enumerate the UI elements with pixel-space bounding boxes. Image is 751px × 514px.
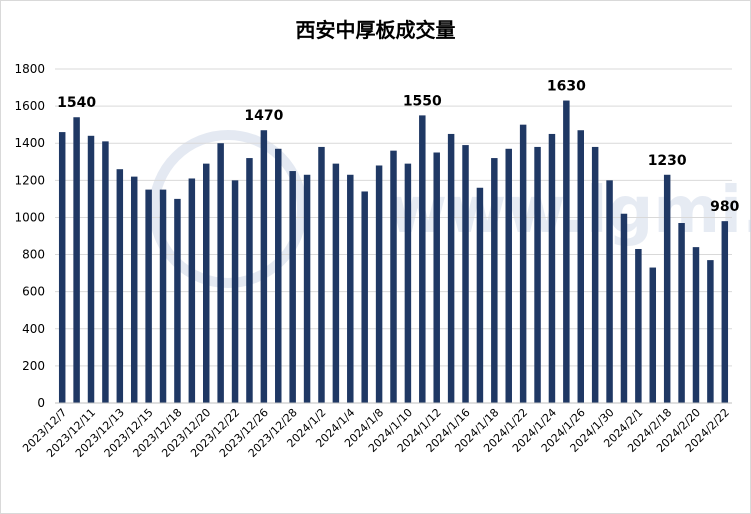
bar [58, 132, 66, 404]
bar [534, 146, 541, 403]
bar [145, 189, 152, 403]
y-tick-label: 600 [22, 285, 45, 299]
bar [289, 171, 296, 403]
bar [318, 146, 325, 403]
bar [87, 135, 95, 404]
y-tick-label: 1600 [14, 99, 45, 113]
bar [419, 115, 426, 403]
bar [130, 176, 138, 403]
watermark-logo-ring [149, 130, 307, 288]
y-tick-label: 200 [22, 359, 45, 373]
bar [505, 148, 512, 403]
bar [447, 133, 455, 403]
y-tick-label: 400 [22, 322, 45, 336]
x-axis-ticks: 2023/12/72023/12/112023/12/132023/12/152… [20, 406, 732, 460]
bar [361, 191, 368, 403]
data-label: 1550 [403, 93, 442, 109]
bar [116, 169, 124, 403]
bar [591, 146, 599, 403]
bar [707, 260, 714, 403]
bar [635, 248, 642, 403]
y-tick-label: 1400 [14, 136, 45, 150]
bar [462, 145, 469, 404]
y-tick-label: 1000 [14, 210, 45, 224]
bar [433, 152, 440, 403]
bar [519, 124, 527, 404]
bar [678, 223, 685, 403]
bar [332, 163, 340, 403]
bar [231, 180, 239, 403]
bar [620, 213, 628, 403]
y-tick-label: 1200 [14, 173, 45, 187]
data-label: 1630 [547, 79, 586, 95]
bar [404, 163, 412, 403]
data-label: 1230 [648, 153, 687, 169]
bar [174, 198, 181, 403]
bar [692, 247, 700, 403]
data-label: 1540 [57, 95, 96, 111]
bar [159, 189, 167, 403]
bar [663, 174, 671, 403]
data-labels: 1540 1470 1550 1630 1230 980 [57, 79, 740, 216]
bar [491, 158, 498, 403]
bar [217, 143, 224, 403]
bar [563, 100, 570, 404]
bar [246, 158, 253, 403]
bar [476, 187, 484, 403]
bar [260, 130, 268, 403]
bar [347, 174, 354, 403]
bar [649, 267, 657, 403]
bar [102, 141, 109, 403]
bar [606, 180, 613, 403]
bar [577, 130, 584, 403]
bar [303, 174, 311, 403]
bar [375, 165, 383, 403]
y-tick-label: 800 [22, 248, 45, 262]
bar [721, 221, 729, 403]
bar [73, 117, 80, 403]
data-label: 980 [710, 199, 739, 215]
bar [275, 148, 282, 403]
bar [390, 150, 397, 403]
y-tick-label: 1800 [14, 62, 45, 76]
y-axis-ticks: 0 200 400 600 800 1000 1200 1400 1600 1800 [14, 62, 45, 410]
bar [203, 163, 210, 403]
bars [58, 100, 729, 404]
bar [188, 178, 196, 403]
data-label: 1470 [244, 108, 283, 124]
chart-title: 西安中厚板成交量 [295, 18, 456, 42]
bar [548, 133, 556, 403]
y-tick-label: 0 [37, 396, 45, 410]
